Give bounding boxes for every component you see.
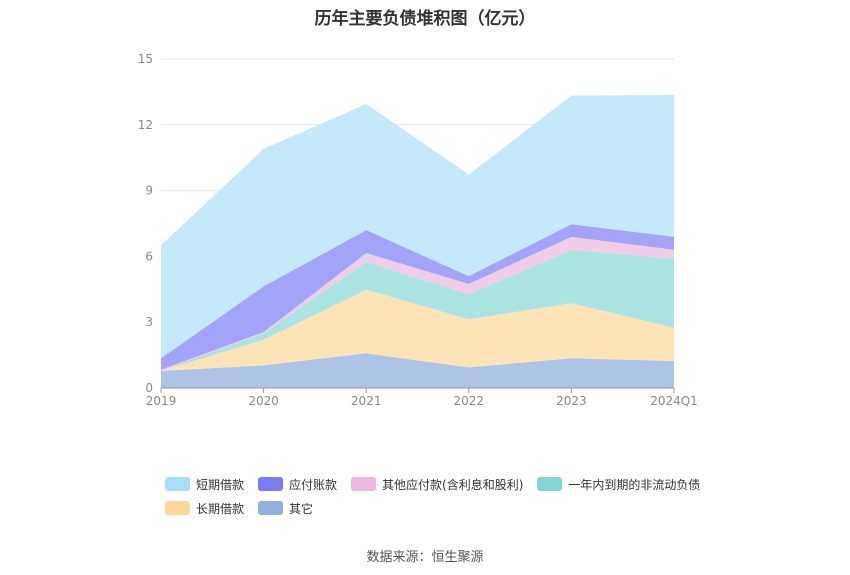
x-tick-label: 2024Q1: [650, 394, 698, 408]
legend-label: 一年内到期的非流动负债: [568, 477, 701, 492]
legend-swatch: [537, 477, 563, 491]
area-series-3: [161, 236, 674, 371]
y-tick-label: 15: [138, 52, 153, 66]
legend-swatch: [258, 501, 284, 515]
legend-label: 其他应付款(含利息和股利): [382, 477, 524, 492]
legend-swatch: [351, 477, 377, 491]
legend-item[interactable]: 长期借款: [165, 500, 244, 517]
legend-item[interactable]: 短期借款: [165, 476, 244, 493]
x-tick-label: 2019: [146, 394, 177, 408]
x-tick-label: 2023: [556, 394, 587, 408]
legend: 短期借款 应付账款 其他应付款(含利息和股利) 一年内到期的非流动负债长期借款 其它: [165, 472, 725, 520]
legend-swatch: [165, 477, 190, 491]
legend-row: 短期借款 应付账款 其他应付款(含利息和股利) 一年内到期的非流动负债: [165, 472, 725, 496]
axes: 0 3 6 9 12 15 2019 2020 2021 2022 2023 2024Q1: [138, 52, 698, 408]
legend-label: 应付账款: [289, 477, 338, 492]
legend-label: 短期借款: [196, 477, 245, 492]
x-tick-label: 2022: [454, 394, 485, 408]
area-series-0: [161, 353, 674, 388]
legend-item[interactable]: 其他应付款(含利息和股利): [351, 476, 523, 493]
legend-label: 长期借款: [196, 501, 245, 516]
legend-swatch: [258, 477, 284, 491]
y-tick-label: 9: [145, 184, 153, 198]
chart-title: 历年主要负债堆积图（亿元）: [314, 9, 536, 29]
legend-item[interactable]: 应付账款: [258, 476, 337, 493]
area-series-4: [161, 224, 674, 370]
area-series-2: [161, 250, 674, 371]
area-series-5: [161, 95, 674, 359]
y-tick-label: 6: [145, 249, 153, 263]
legend-item[interactable]: 一年内到期的非流动负债: [537, 476, 700, 493]
data-source: 数据来源：恒生聚源: [366, 550, 484, 565]
x-tick-label: 2020: [248, 394, 279, 408]
area-series-1: [161, 289, 674, 371]
y-tick-label: 12: [138, 118, 153, 132]
legend-label: 其它: [289, 501, 314, 516]
y-tick-label: 3: [145, 315, 153, 329]
legend-row: 长期借款 其它: [165, 496, 725, 520]
legend-item[interactable]: 其它: [258, 500, 313, 517]
area-series: [161, 95, 674, 388]
x-tick-label: 2021: [351, 394, 382, 408]
legend-swatch: [165, 501, 190, 515]
y-tick-label: 0: [145, 381, 153, 395]
